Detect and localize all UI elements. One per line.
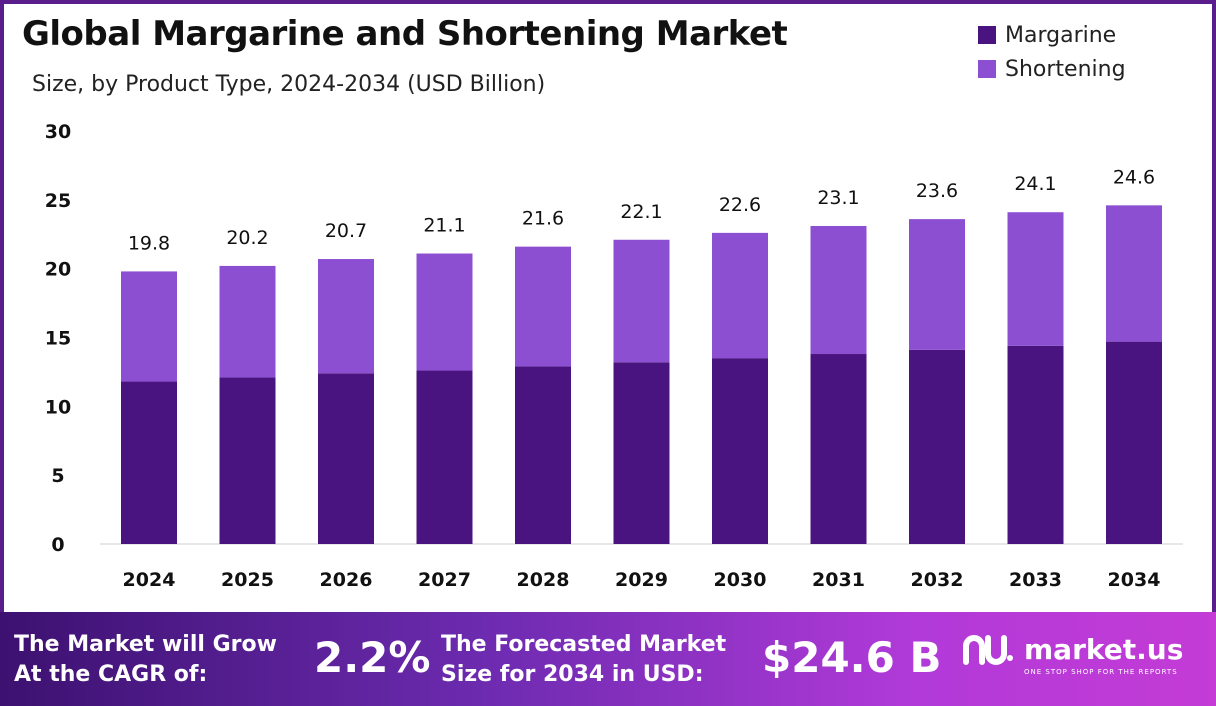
data-label: 23.6 [916,180,958,202]
cagr-label-line1: The Market will Grow [14,632,277,657]
cagr-value: 2.2% [314,633,431,682]
brand-logo[interactable]: market.us ONE STOP SHOP FOR THE REPORTS [962,632,1184,676]
y-tick-label: 30 [45,121,71,143]
bar-chart: 05101520253019.8202420.2202520.7202621.1… [45,121,1183,591]
market-us-logo-icon [963,635,1013,665]
bar-margarine [219,377,276,544]
bar-shortening [1106,205,1162,342]
data-label: 20.7 [325,220,367,242]
x-tick-label: 2026 [320,569,373,591]
cagr-label: The Market will Grow At the CAGR of: [14,630,277,690]
forecast-value: $24.6 B [762,633,942,682]
y-tick-label: 15 [45,328,71,350]
chart-title: Global Margarine and Shortening Market [22,14,788,54]
bar-margarine [121,381,177,544]
cagr-label-line2: At the CAGR of: [14,662,208,687]
legend-swatch-margarine [978,26,996,44]
x-tick-label: 2033 [1009,569,1062,591]
bar-margarine [1106,341,1162,544]
bar-margarine [515,366,571,544]
x-tick-label: 2034 [1108,569,1161,591]
legend-label-margarine: Margarine [1005,22,1117,48]
footer-banner: The Market will Grow At the CAGR of: 2.2… [0,612,1216,706]
legend-item-shortening: Shortening [978,52,1126,86]
brand-name: market.us [1024,632,1184,666]
bar-shortening [515,246,571,367]
x-tick-label: 2027 [418,569,471,591]
x-tick-label: 2029 [615,569,668,591]
x-tick-label: 2030 [714,569,767,591]
bar-shortening [1007,212,1064,346]
bar-margarine [810,354,867,544]
bar-shortening [712,232,768,359]
x-tick-label: 2031 [812,569,865,591]
data-label: 24.1 [1014,173,1056,195]
bar-shortening [318,259,374,374]
bar-shortening [810,225,867,355]
forecast-label-line1: The Forecasted Market [441,632,727,657]
legend: Margarine Shortening [978,18,1126,86]
y-tick-label: 0 [51,534,64,556]
data-label: 21.6 [522,208,564,230]
bar-shortening [416,253,473,371]
legend-swatch-shortening [978,60,996,78]
data-label: 23.1 [817,187,859,209]
bar-margarine [613,362,670,544]
bar-margarine [712,358,768,544]
data-label: 20.2 [226,227,268,249]
legend-label-shortening: Shortening [1005,56,1126,82]
data-label: 24.6 [1113,166,1155,188]
x-tick-label: 2032 [911,569,964,591]
data-label: 22.6 [719,194,761,216]
data-label: 21.1 [423,215,465,237]
x-tick-label: 2024 [123,569,176,591]
chart-subtitle: Size, by Product Type, 2024-2034 (USD Bi… [32,72,546,97]
y-tick-label: 10 [45,396,71,418]
bar-shortening [219,265,276,378]
data-label: 22.1 [620,201,662,223]
forecast-label-line2: Size for 2034 in USD: [441,662,704,687]
forecast-label: The Forecasted Market Size for 2034 in U… [441,630,726,690]
bar-shortening [613,239,670,363]
legend-item-margarine: Margarine [978,18,1126,52]
bar-shortening [121,271,177,382]
bar-margarine [1007,345,1064,544]
y-tick-label: 5 [51,465,64,487]
bar-margarine [318,373,374,544]
y-tick-label: 25 [45,190,71,212]
bar-margarine [909,349,965,544]
y-tick-label: 20 [45,259,71,281]
x-tick-label: 2028 [517,569,570,591]
data-label: 19.8 [128,232,170,254]
brand-tagline: ONE STOP SHOP FOR THE REPORTS [1024,668,1178,676]
bar-shortening [909,219,965,350]
x-tick-label: 2025 [221,569,274,591]
bar-margarine [416,370,473,544]
